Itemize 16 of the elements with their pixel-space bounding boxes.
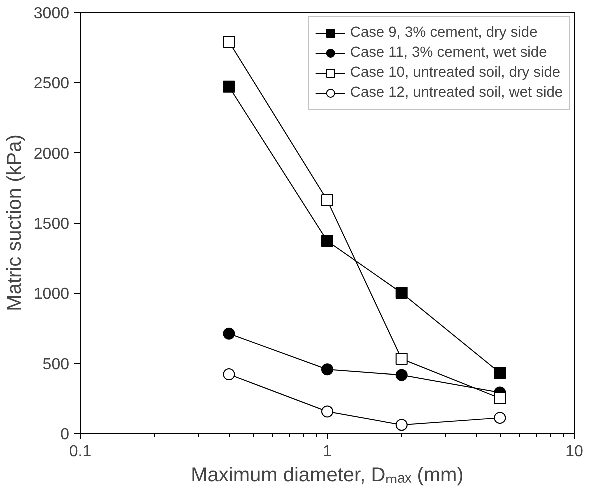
legend-label: Case 9, 3% cement, dry side xyxy=(350,24,538,42)
y-tick-label: 1000 xyxy=(34,286,70,304)
y-tick-label: 2000 xyxy=(34,146,70,163)
y-tick-label: 3000 xyxy=(34,6,70,22)
x-tick-label: 10 xyxy=(566,444,584,460)
legend-label: Case 11, 3% cement, wet side xyxy=(350,44,548,62)
y-tick-label: 0 xyxy=(60,426,70,444)
legend-label: Case 10, untreated soil, dry side xyxy=(350,64,561,82)
x-tick-label: 1 xyxy=(323,444,332,460)
y-axis-title: Matric suction (kPa) xyxy=(4,134,26,312)
y-tick-label: 1500 xyxy=(34,216,70,233)
y-tick-label: 500 xyxy=(42,356,70,374)
legend-label: Case 12, untreated soil, wet side xyxy=(350,84,563,102)
y-tick-label: 2500 xyxy=(34,76,70,93)
x-tick-label: 0.1 xyxy=(69,444,92,460)
x-axis-title: Maximum diameter, Dₘₐₓ (mm) xyxy=(191,464,464,486)
